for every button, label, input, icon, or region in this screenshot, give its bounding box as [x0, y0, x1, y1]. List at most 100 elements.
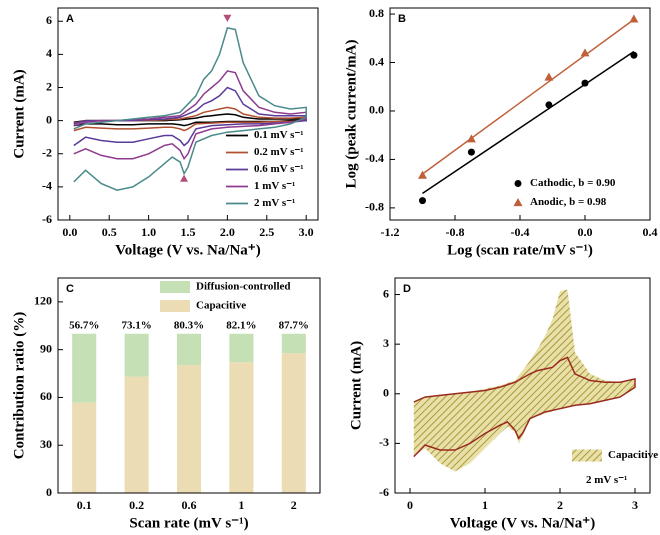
point: [630, 51, 638, 59]
y-axis-title: Contribution ratio (%): [11, 312, 27, 460]
y-tick-label: -0.8: [365, 200, 384, 214]
legend-label: Capacitive: [196, 300, 246, 312]
panel-label: D: [403, 283, 411, 295]
x-tick-label: 0: [407, 498, 413, 512]
y-tick-label: 120: [34, 294, 52, 308]
y-tick-label: 0: [46, 485, 52, 499]
y-tick-label: 0: [383, 386, 389, 400]
y-tick-label: 0.4: [369, 54, 384, 68]
y-tick-label: -3: [379, 435, 389, 449]
legend-label: 0.2 mV s⁻¹: [254, 146, 304, 158]
value-label: 87.7%: [279, 319, 309, 331]
plot-frame: [394, 277, 651, 494]
point: [544, 72, 554, 81]
peak-marker: [180, 174, 189, 182]
x-axis-title: Voltage (V vs. Na/Na⁺): [450, 515, 595, 531]
panel-label: A: [66, 13, 74, 25]
point: [580, 48, 590, 57]
y-axis-title: Log (peak current/mA): [343, 40, 359, 189]
x-tick-label: -1.2: [381, 225, 400, 239]
y-tick-label: 0: [46, 112, 52, 126]
bar-segment: [281, 353, 306, 493]
cv-curve: [413, 356, 636, 458]
legend-swatch: [572, 449, 602, 462]
x-tick-label: 1.5: [181, 225, 196, 239]
x-axis-title: Log (scan rate/mV s⁻¹): [447, 242, 593, 258]
bar-segment: [281, 333, 306, 354]
x-tick-label: 1: [238, 498, 244, 512]
bar-segment: [229, 362, 254, 493]
x-tick-label: 0.0: [578, 225, 593, 239]
point: [467, 148, 475, 156]
peak-marker: [223, 14, 232, 22]
x-axis-title: Voltage (V vs. Na/Na⁺): [115, 242, 260, 258]
legend-swatch: [513, 198, 523, 207]
fit-line: [422, 50, 635, 194]
x-tick-label: 3: [632, 498, 638, 512]
bar-segment: [124, 376, 149, 493]
y-tick-label: 0.8: [369, 6, 384, 20]
x-tick-label: -0.4: [511, 225, 530, 239]
point: [629, 14, 639, 23]
value-label: 80.3%: [174, 319, 204, 331]
bar-segment: [124, 333, 149, 377]
hatched-area: [413, 289, 635, 472]
x-tick-label: 0.2: [129, 498, 144, 512]
legend-label: Capacitive: [608, 449, 658, 461]
x-tick-label: 0.0: [62, 225, 77, 239]
panel-label: C: [66, 283, 74, 295]
y-tick-label: 30: [40, 437, 52, 451]
value-label: 82.1%: [226, 319, 256, 331]
bar-segment: [72, 333, 97, 403]
x-tick-label: 2.0: [220, 225, 235, 239]
y-axis-title: Current (mA): [11, 69, 27, 158]
y-tick-label: -6: [379, 485, 389, 499]
x-tick-label: 1.0: [141, 225, 156, 239]
y-tick-label: -2: [42, 146, 52, 160]
cv-curve: [73, 27, 307, 191]
legend-label: 1 mV s⁻¹: [254, 180, 295, 192]
y-tick-label: 6: [383, 286, 389, 300]
panel-label: B: [398, 13, 406, 25]
point: [419, 197, 426, 205]
legend-label: Cathodic, b = 0.90: [530, 177, 616, 189]
point: [545, 101, 553, 109]
y-tick-label: 2: [46, 79, 52, 93]
legend-label: 0.1 mV s⁻¹: [254, 129, 304, 141]
x-axis-title: Scan rate (mV s⁻¹): [129, 515, 248, 531]
plot-frame: [57, 7, 319, 221]
y-tick-label: -6: [42, 212, 52, 226]
legend-swatch: [160, 300, 190, 312]
value-label: 73.1%: [121, 319, 151, 331]
value-label: 56.7%: [69, 319, 99, 331]
legend-label: Anodic, b = 0.98: [530, 196, 607, 208]
annotation: 2 mV s⁻¹: [586, 474, 627, 486]
fit-line: [422, 18, 635, 175]
legend-label: Diffusion-controlled: [196, 281, 291, 293]
bar-segment: [72, 402, 97, 493]
y-tick-label: 3: [383, 336, 389, 350]
legend-swatch: [160, 281, 190, 293]
x-tick-label: 2: [291, 498, 297, 512]
bar-segment: [176, 333, 202, 366]
y-tick-label: -0.4: [365, 151, 384, 165]
y-tick-label: 90: [40, 341, 52, 355]
plot-frame: [57, 277, 321, 494]
y-tick-label: 4: [46, 46, 52, 60]
legend-swatch: [514, 180, 522, 187]
x-tick-label: 0.6: [182, 498, 197, 512]
x-tick-label: 2: [557, 498, 563, 512]
x-tick-label: 1: [482, 498, 488, 512]
point: [581, 79, 589, 87]
y-tick-label: -4: [42, 179, 52, 193]
legend-label: 2 mV s⁻¹: [254, 197, 295, 209]
plot-frame: [389, 7, 651, 221]
x-tick-label: 0.5: [102, 225, 117, 239]
bar-segment: [229, 333, 254, 363]
point: [466, 134, 476, 143]
point: [418, 170, 427, 179]
y-tick-label: 6: [46, 13, 52, 27]
y-tick-label: 0.0: [369, 103, 384, 117]
x-tick-label: 2.5: [259, 225, 274, 239]
